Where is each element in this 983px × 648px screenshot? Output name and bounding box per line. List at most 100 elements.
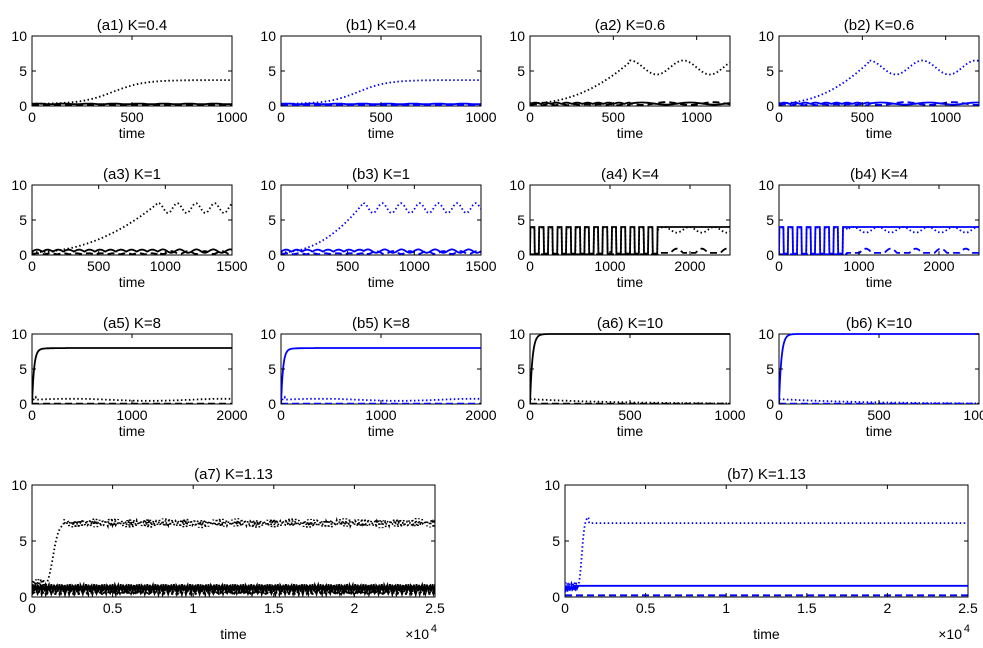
- panel-a2: 0 500 1000 0 5 10 (a2) K=0.6 time: [509, 17, 731, 141]
- y-tick-label-b1: 10: [260, 28, 276, 44]
- x-tick-label-a4: 0: [526, 258, 534, 274]
- series-group-b7: [565, 515, 968, 597]
- plot-area-b6: [778, 333, 980, 405]
- x-exponent-power-b7: 4: [964, 623, 970, 635]
- x-tick-label-b4: 2000: [923, 258, 954, 274]
- x-axis-label-b4: time: [866, 274, 893, 290]
- x-tick-label-a7: 0: [28, 600, 36, 616]
- x-tick-label-a7: 2.5: [425, 600, 445, 616]
- series-group-a7: [32, 516, 435, 597]
- y-tick-label-b7: 10: [544, 477, 560, 493]
- panel-title-b7: (b7) K=1.13: [727, 466, 806, 483]
- y-tick-label-b5: 10: [260, 326, 276, 342]
- y-tick-label-b6: 5: [766, 361, 774, 377]
- x-tick-label-b1: 500: [369, 109, 393, 125]
- x-axis-label-b6: time: [866, 423, 893, 439]
- panel-a6: 0 500 1000 0 5 10 (a6) K=10 time: [509, 315, 745, 439]
- plot-area-b4: [778, 184, 980, 256]
- series-solid-b7: [565, 582, 968, 593]
- x-tick-label-b4: 0: [775, 258, 783, 274]
- y-tick-label-b6: 0: [766, 396, 774, 412]
- x-tick-label-b1: 0: [277, 109, 285, 125]
- x-tick-label-b5: 0: [277, 407, 285, 423]
- x-axis-label-b5: time: [368, 423, 395, 439]
- x-axis-label-a4: time: [617, 274, 644, 290]
- x-tick-label-b4: 1000: [843, 258, 874, 274]
- y-tick-label-b4: 5: [766, 212, 774, 228]
- x-exponent-a7: ×10: [405, 626, 429, 642]
- series-dotted-a1: [32, 79, 232, 105]
- x-tick-label-b7: 0.5: [636, 600, 656, 616]
- x-tick-label-a7: 1.5: [264, 600, 284, 616]
- plot-area-b3: [280, 184, 482, 256]
- plot-area-a3: [31, 184, 233, 256]
- panel-a5: 0 1000 2000 0 5 10 (a5) K=8 time: [11, 315, 247, 439]
- x-tick-label-b2: 500: [851, 109, 875, 125]
- y-tick-label-a4: 10: [509, 177, 525, 193]
- x-tick-label-a7: 0.5: [103, 600, 123, 616]
- x-axis-label-b7: time: [753, 626, 780, 642]
- plot-area-b1: [280, 35, 482, 107]
- x-tick-label-a1: 500: [120, 109, 144, 125]
- panel-title-a1: (a1) K=0.4: [97, 17, 167, 34]
- x-axis-label-a5: time: [119, 423, 146, 439]
- panel-b2: 0 500 1000 0 5 10 (b2) K=0.6 time: [758, 17, 980, 141]
- y-tick-label-b7: 0: [552, 589, 560, 605]
- x-tick-label-a2: 500: [602, 109, 626, 125]
- y-tick-label-a7: 0: [19, 589, 27, 605]
- series-dotted-b7: [565, 515, 968, 592]
- x-tick-label-b3: 500: [336, 258, 360, 274]
- y-tick-label-b3: 5: [268, 212, 276, 228]
- x-tick-label-b7: 1.5: [797, 600, 817, 616]
- y-tick-label-b2: 5: [766, 63, 774, 79]
- series-solid-b3: [281, 248, 481, 254]
- panel-title-b2: (b2) K=0.6: [844, 17, 914, 34]
- panel-a3: 0 500 1000 1500 0 5 10 (a3) K=1 time: [11, 166, 247, 290]
- series-dashed-b4: [779, 247, 979, 255]
- y-tick-label-a2: 10: [509, 28, 525, 44]
- panel-title-b4: (b4) K=4: [850, 166, 908, 183]
- y-tick-label-a1: 5: [19, 63, 27, 79]
- series-solid-a3: [32, 248, 232, 254]
- x-tick-label-a1: 0: [28, 109, 36, 125]
- series-dotted-a2: [530, 59, 730, 105]
- x-tick-label-a5: 2000: [216, 407, 247, 423]
- y-tick-label-a5: 5: [19, 361, 27, 377]
- y-tick-label-a4: 5: [517, 212, 525, 228]
- series-group-b4: [779, 226, 979, 255]
- x-tick-label-b1: 1000: [465, 109, 496, 125]
- panel-a4: 0 1000 2000 0 5 10 (a4) K=4 time: [509, 166, 731, 290]
- x-tick-label-a7: 1: [189, 600, 197, 616]
- y-tick-label-a6: 0: [517, 396, 525, 412]
- panel-b6: 0 500 1000 0 5 10 (b6) K=10 time: [758, 315, 983, 439]
- series-solid-a5: [32, 347, 232, 404]
- y-tick-label-a6: 5: [517, 361, 525, 377]
- x-tick-label-a2: 1000: [681, 109, 712, 125]
- x-tick-label-b5: 1000: [365, 407, 396, 423]
- x-tick-label-a1: 1000: [216, 109, 247, 125]
- panel-title-a4: (a4) K=4: [601, 166, 659, 183]
- x-tick-label-b7: 2.5: [958, 600, 978, 616]
- plot-area-a5: [31, 333, 233, 405]
- x-axis-label-a1: time: [119, 125, 146, 141]
- x-tick-label-b3: 1000: [399, 258, 430, 274]
- x-axis-label-a7: time: [220, 626, 247, 642]
- panel-b5: 0 1000 2000 0 5 10 (b5) K=8 time: [260, 315, 496, 439]
- panel-title-a6: (a6) K=10: [597, 315, 663, 332]
- y-tick-label-a7: 10: [11, 477, 27, 493]
- panel-b7: 0 0.5 1 1.5 2 2.5 0 5 10 (b7) K=1.13 time ×10 4: [544, 466, 978, 642]
- y-tick-label-b2: 10: [758, 28, 774, 44]
- x-tick-label-a4: 2000: [674, 258, 705, 274]
- x-axis-label-b3: time: [368, 274, 395, 290]
- x-axis-label-a2: time: [617, 125, 644, 141]
- y-tick-label-a3: 10: [11, 177, 27, 193]
- panel-title-b1: (b1) K=0.4: [346, 17, 416, 34]
- x-exponent-b7: ×10: [938, 626, 962, 642]
- plot-area-b5: [280, 333, 482, 405]
- y-tick-label-b4: 10: [758, 177, 774, 193]
- y-tick-label-b4: 0: [766, 247, 774, 263]
- series-dashed-a4: [530, 247, 730, 255]
- plot-area-a2: [529, 35, 731, 107]
- panel-b3: 0 500 1000 1500 0 5 10 (b3) K=1 time: [260, 166, 496, 290]
